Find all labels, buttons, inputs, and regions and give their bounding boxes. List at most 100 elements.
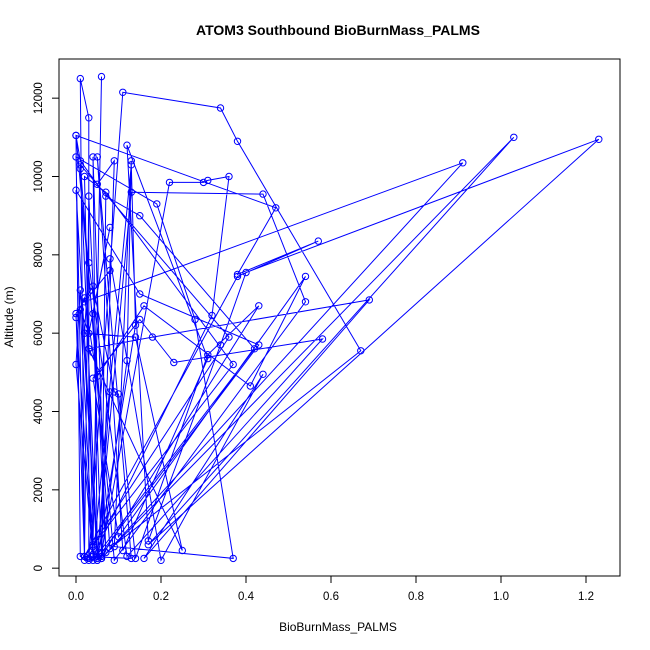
series-lines [75,76,600,562]
series-points [72,72,603,564]
data-point [110,556,119,564]
data-point [80,298,89,306]
data-point [233,270,242,279]
data-point [204,351,212,359]
data-point [153,200,161,208]
data-point [318,335,327,343]
data-point [72,309,80,318]
data-point [178,546,187,555]
data-point [144,537,153,545]
data-point [106,255,114,263]
x-tick-label: 0.2 [153,591,169,603]
data-point [119,88,127,97]
data-point [80,329,89,337]
data-point [208,311,216,320]
data-point [216,104,225,112]
x-axis-label: BioBurnMass_PALMS [279,620,397,634]
data-point [136,315,144,324]
data-point [314,237,322,245]
data-point [89,556,97,564]
data-point [110,542,119,551]
data-point [140,554,148,563]
y-tick-label: 6000 [33,320,45,346]
y-axis: 0 2000 4000 6000 8000 10000 12000 [33,82,60,571]
y-tick-label: 0 [33,565,45,571]
data-point [85,114,93,122]
data-point [170,358,178,367]
data-point [229,360,237,369]
data-point [148,333,157,341]
data-point [131,554,140,563]
data-point [85,554,93,563]
data-point [89,542,97,551]
x-tick-label: 1.0 [493,591,509,603]
data-point [76,306,85,314]
data-point [123,552,131,561]
x-tick-label: 1.2 [578,591,594,603]
data-point [106,544,114,553]
x-tick-label: 0.6 [323,591,339,603]
data-point [259,370,267,378]
data-point [510,133,518,142]
data-point [93,180,102,189]
data-point [76,74,85,83]
data-point [259,190,267,198]
data-point [127,188,136,196]
data-point [204,176,212,185]
data-point [131,333,140,341]
data-point [114,533,123,541]
data-point [76,161,85,169]
data-point [110,388,119,396]
data-point [72,186,80,194]
data-point [365,296,373,304]
data-point [106,266,114,275]
data-point [136,212,144,220]
data-point [85,556,93,564]
plot-frame [58,58,621,577]
data-point [140,302,148,310]
data-point [459,159,467,167]
data-point [97,554,106,563]
chart-title: ATOM3 Southbound BioBurnMass_PALMS [196,22,480,38]
y-tick-label: 4000 [33,399,45,425]
x-tick-label: 0.4 [238,591,255,603]
data-point [127,161,136,169]
data-point [123,356,131,365]
data-point [114,390,123,398]
data-point [80,552,89,561]
data-point [144,541,153,549]
data-point [595,135,603,144]
data-point [85,192,93,200]
data-point [250,345,259,353]
data-point [255,302,263,310]
data-point [102,188,110,196]
data-point [80,172,89,181]
data-point [89,309,97,318]
data-point [106,388,114,396]
y-tick-label: 8000 [33,242,45,268]
data-point [127,554,136,563]
data-point [89,552,97,561]
data-point [301,298,310,306]
data-point [89,349,97,357]
x-tick-label: 0.8 [408,591,424,603]
data-point [80,294,89,302]
data-point [80,556,89,564]
data-point [225,333,233,341]
data-point [102,192,110,200]
x-tick-label: 0.0 [68,591,84,603]
data-point [72,313,80,322]
data-point [93,554,102,563]
data-point [233,137,242,146]
data-point [119,546,127,555]
data-point [85,259,93,267]
data-point [246,382,255,390]
x-axis: 0.0 0.2 0.4 0.6 0.8 1.0 1.2 [68,575,594,603]
data-point [85,329,93,337]
data-point [165,178,174,187]
data-point [89,282,97,290]
y-tick-label: 2000 [33,477,45,503]
data-point [233,272,242,281]
data-point [157,556,165,564]
data-point [255,341,263,349]
